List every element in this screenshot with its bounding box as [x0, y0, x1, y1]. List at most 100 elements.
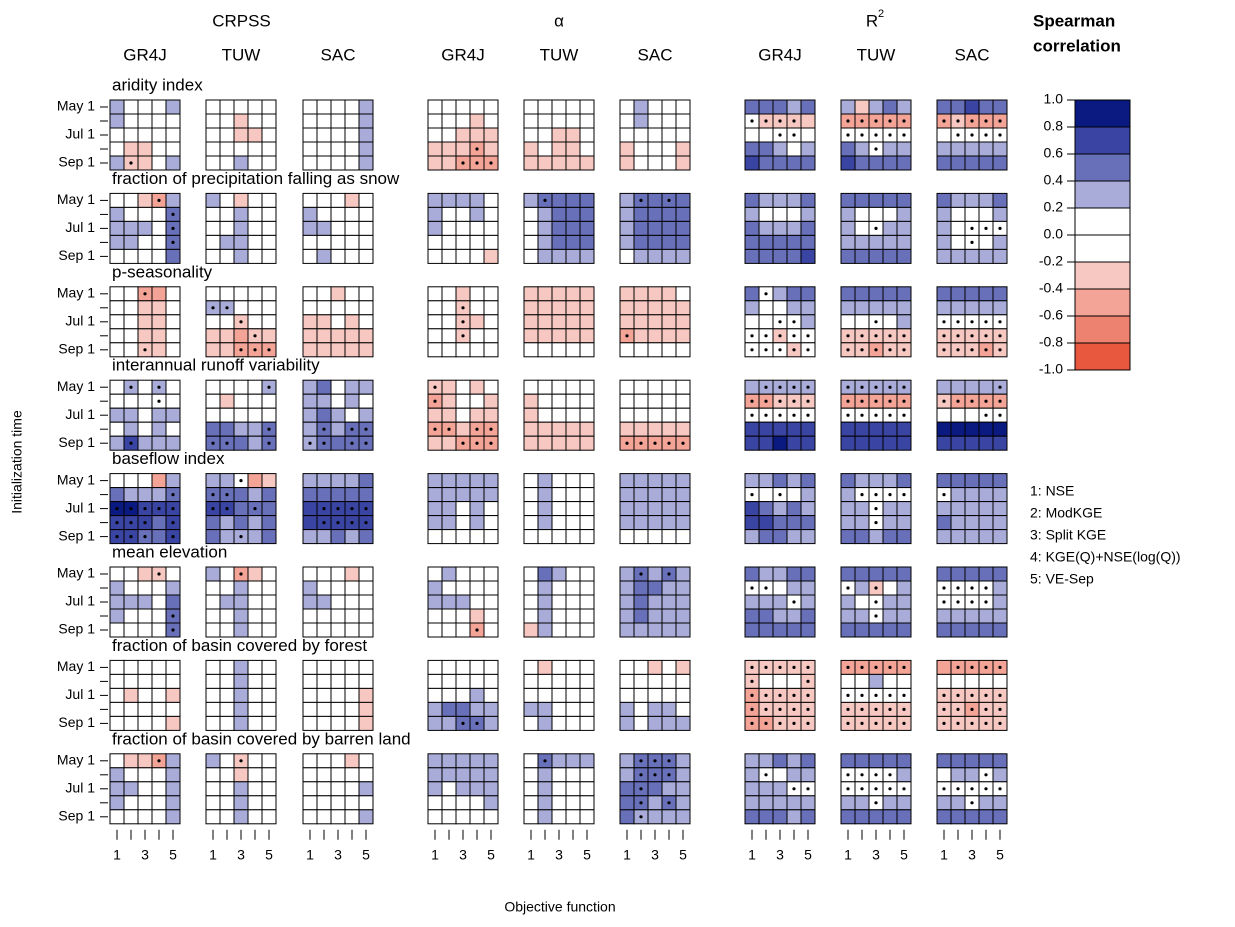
- heatmap-cell: [109, 113, 125, 129]
- heatmap-cell: [772, 767, 788, 783]
- heatmap-cell: [800, 300, 816, 316]
- heatmap-cell: [441, 248, 457, 264]
- significance-dot: [984, 773, 988, 777]
- significance-dot: [970, 240, 974, 244]
- heatmap-cell: [441, 809, 457, 825]
- heatmap-cell: [992, 566, 1008, 582]
- heatmap-cell: [551, 580, 567, 596]
- heatmap-cell: [469, 753, 485, 769]
- heatmap-cell: [441, 673, 457, 689]
- heatmap-cell: [427, 515, 443, 531]
- heatmap-cell: [675, 622, 691, 638]
- significance-dot: [639, 801, 643, 805]
- heatmap-cell: [840, 622, 856, 638]
- heatmap-cell: [537, 767, 553, 783]
- heatmap-cell: [896, 529, 912, 545]
- heatmap-cell: [302, 659, 318, 675]
- heatmap-cell: [964, 248, 980, 264]
- heatmap-cell: [896, 580, 912, 596]
- significance-dot: [792, 787, 796, 791]
- heatmap-cell: [950, 192, 966, 208]
- heatmap-cell: [950, 220, 966, 236]
- heatmap-cell: [205, 515, 221, 531]
- heatmap-cell: [619, 473, 635, 489]
- heatmap-cell: [772, 622, 788, 638]
- heatmap-cell: [675, 473, 691, 489]
- heatmap-cell: [537, 580, 553, 596]
- heatmap-cell: [455, 220, 471, 236]
- heatmap-cell: [800, 580, 816, 596]
- heatmap-cell: [469, 473, 485, 489]
- significance-dot: [225, 306, 229, 310]
- heatmap-cell: [537, 379, 553, 395]
- heatmap-cell: [854, 753, 870, 769]
- heatmap-cell: [647, 248, 663, 264]
- heatmap-cell: [441, 113, 457, 129]
- heatmap-cell: [427, 487, 443, 503]
- heatmap-cell: [978, 206, 994, 222]
- heatmap-cell: [661, 206, 677, 222]
- heatmap-cell: [978, 809, 994, 825]
- heatmap-cell: [455, 608, 471, 624]
- heatmap-cell: [992, 529, 1008, 545]
- y-tick-label: Jul 1: [65, 686, 95, 702]
- heatmap-cell: [978, 622, 994, 638]
- y-tick-label: May 1: [57, 752, 95, 768]
- significance-dot: [778, 721, 782, 726]
- heatmap-cell: [800, 421, 816, 437]
- significance-dot: [778, 665, 782, 670]
- heatmap-cell: [537, 687, 553, 703]
- heatmap-cell: [330, 487, 346, 503]
- colorbar-bin: [1075, 154, 1130, 181]
- heatmap-cell: [964, 515, 980, 531]
- heatmap-cell: [151, 141, 167, 157]
- significance-dot: [433, 385, 437, 389]
- heatmap-cell: [316, 701, 332, 717]
- heatmap-cell: [936, 515, 952, 531]
- heatmap-cell: [483, 127, 499, 143]
- heatmap-cell: [316, 795, 332, 811]
- heatmap-cell: [427, 435, 443, 451]
- heatmap-cell: [565, 328, 581, 344]
- significance-dot: [998, 707, 1002, 712]
- model-name: SAC: [321, 45, 356, 64]
- x-tick-label: 1: [431, 847, 439, 863]
- significance-dot: [129, 441, 133, 445]
- heatmap-cell: [633, 328, 649, 344]
- heatmap-cell: [633, 529, 649, 545]
- heatmap-cell: [896, 155, 912, 171]
- heatmap-cell: [786, 99, 802, 115]
- heatmap-cell: [261, 393, 277, 409]
- heatmap-cell: [661, 220, 677, 236]
- heatmap-cell: [992, 286, 1008, 302]
- significance-dot: [433, 427, 437, 431]
- heatmap-cell: [523, 673, 539, 689]
- heatmap-cell: [786, 487, 802, 503]
- heatmap-cell: [344, 753, 360, 769]
- significance-dot: [625, 334, 629, 338]
- significance-dot: [764, 413, 768, 417]
- heatmap-cell: [469, 580, 485, 596]
- heatmap-cell: [647, 622, 663, 638]
- significance-dot: [639, 198, 643, 202]
- heatmap-cell: [330, 566, 346, 582]
- significance-dot: [475, 628, 479, 632]
- heatmap-cell: [151, 473, 167, 489]
- significance-dot: [874, 801, 878, 805]
- significance-dot: [902, 334, 906, 338]
- significance-dot: [253, 334, 257, 338]
- heatmap-cell: [316, 594, 332, 610]
- heatmap-cell: [964, 566, 980, 582]
- heatmap-cell: [523, 795, 539, 811]
- heatmap-cell: [744, 192, 760, 208]
- heatmap-cell: [165, 659, 181, 675]
- heatmap-cell: [469, 487, 485, 503]
- heatmap-cell: [261, 473, 277, 489]
- heatmap-cell: [579, 622, 595, 638]
- heatmap-cell: [123, 566, 139, 582]
- heatmap-cell: [647, 192, 663, 208]
- heatmap-cell: [565, 566, 581, 582]
- heatmap-cell: [537, 421, 553, 437]
- significance-dot: [874, 586, 878, 590]
- heatmap-cell: [523, 781, 539, 797]
